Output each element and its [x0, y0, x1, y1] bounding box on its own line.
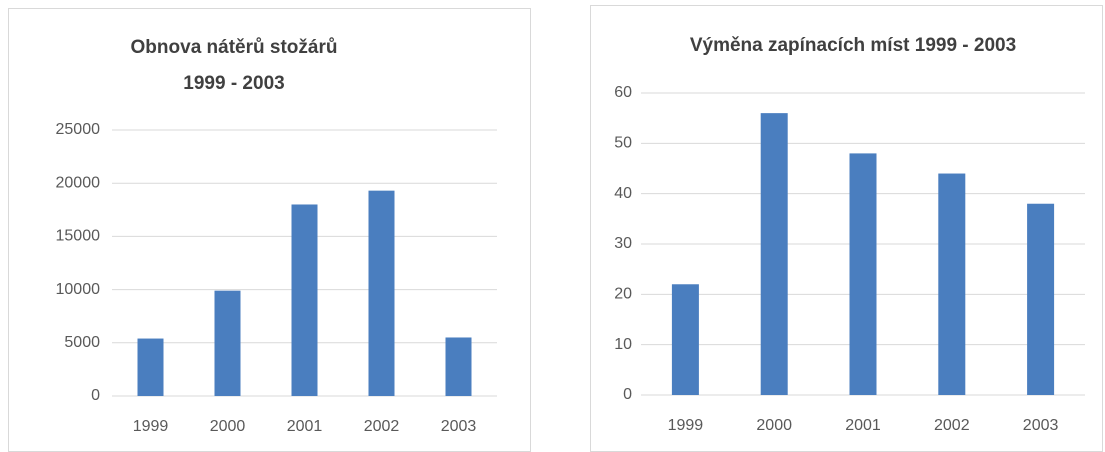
- y-tick-label: 15000: [56, 228, 101, 245]
- bar: [291, 204, 318, 396]
- y-tick-label: 0: [623, 386, 632, 403]
- x-tick-label: 2001: [287, 418, 323, 435]
- x-tick-label: 2000: [756, 417, 792, 434]
- x-tick-label: 2002: [934, 417, 970, 434]
- x-tick-label: 2002: [364, 418, 400, 435]
- y-tick-label: 50: [614, 135, 632, 152]
- y-tick-label: 60: [614, 84, 632, 101]
- y-tick-label: 10: [614, 336, 632, 353]
- chart-title: Výměna zapínacích míst 1999 - 2003: [690, 35, 1016, 56]
- bar: [445, 337, 472, 396]
- chart-panel: [8, 8, 531, 452]
- x-tick-label: 1999: [133, 418, 169, 435]
- y-tick-label: 20: [614, 286, 632, 303]
- y-tick-label: 40: [614, 185, 632, 202]
- bar: [849, 153, 877, 395]
- bar: [671, 284, 699, 395]
- x-tick-label: 2000: [210, 418, 246, 435]
- y-tick-label: 5000: [64, 334, 100, 351]
- chart-title: Obnova nátěrů stožárů: [131, 37, 338, 58]
- y-tick-label: 30: [614, 235, 632, 252]
- chart-title: 1999 - 2003: [183, 73, 284, 94]
- y-tick-label: 0: [91, 387, 100, 404]
- bar: [1027, 203, 1055, 395]
- y-tick-label: 10000: [56, 281, 101, 298]
- bar: [368, 190, 395, 396]
- x-tick-label: 2003: [441, 418, 477, 435]
- bar: [760, 113, 788, 395]
- x-tick-label: 1999: [668, 417, 704, 434]
- x-tick-label: 2003: [1023, 417, 1059, 434]
- y-tick-label: 20000: [56, 174, 101, 191]
- bar: [214, 290, 241, 396]
- bar: [938, 173, 966, 395]
- bar: [137, 338, 164, 396]
- y-tick-label: 25000: [56, 121, 101, 138]
- chart-panel: [590, 5, 1103, 452]
- x-tick-label: 2001: [845, 417, 881, 434]
